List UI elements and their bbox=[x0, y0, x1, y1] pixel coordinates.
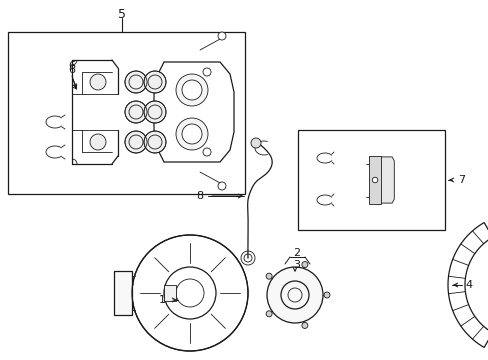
Text: 3: 3 bbox=[293, 260, 300, 270]
Text: 2: 2 bbox=[293, 248, 300, 258]
Circle shape bbox=[203, 68, 210, 76]
Bar bbox=[114, 271, 132, 315]
Circle shape bbox=[182, 80, 202, 100]
Text: 1: 1 bbox=[158, 295, 165, 305]
Text: 6: 6 bbox=[68, 65, 75, 75]
Bar bbox=[8, 32, 244, 194]
Circle shape bbox=[176, 74, 207, 106]
Text: 7: 7 bbox=[457, 175, 464, 185]
Circle shape bbox=[132, 235, 247, 351]
Text: 4: 4 bbox=[464, 280, 471, 290]
Circle shape bbox=[265, 311, 271, 317]
Polygon shape bbox=[378, 157, 393, 203]
Bar bbox=[163, 285, 176, 301]
Circle shape bbox=[301, 262, 307, 267]
Circle shape bbox=[143, 101, 165, 123]
Bar bbox=[297, 130, 444, 230]
Circle shape bbox=[176, 118, 207, 150]
Circle shape bbox=[266, 267, 323, 323]
Circle shape bbox=[143, 131, 165, 153]
Circle shape bbox=[218, 182, 225, 190]
Circle shape bbox=[265, 273, 271, 279]
Circle shape bbox=[218, 32, 225, 40]
Text: 6: 6 bbox=[68, 61, 75, 71]
Circle shape bbox=[125, 71, 147, 93]
Circle shape bbox=[143, 71, 165, 93]
Circle shape bbox=[301, 323, 307, 328]
Circle shape bbox=[250, 138, 261, 148]
Polygon shape bbox=[368, 156, 380, 204]
Circle shape bbox=[182, 124, 202, 144]
Circle shape bbox=[125, 131, 147, 153]
Circle shape bbox=[203, 148, 210, 156]
Circle shape bbox=[125, 101, 147, 123]
Circle shape bbox=[90, 74, 106, 90]
Text: 8: 8 bbox=[196, 191, 203, 201]
Polygon shape bbox=[447, 222, 488, 347]
Circle shape bbox=[90, 134, 106, 150]
Text: 5: 5 bbox=[118, 8, 126, 21]
Circle shape bbox=[371, 177, 377, 183]
Circle shape bbox=[324, 292, 329, 298]
